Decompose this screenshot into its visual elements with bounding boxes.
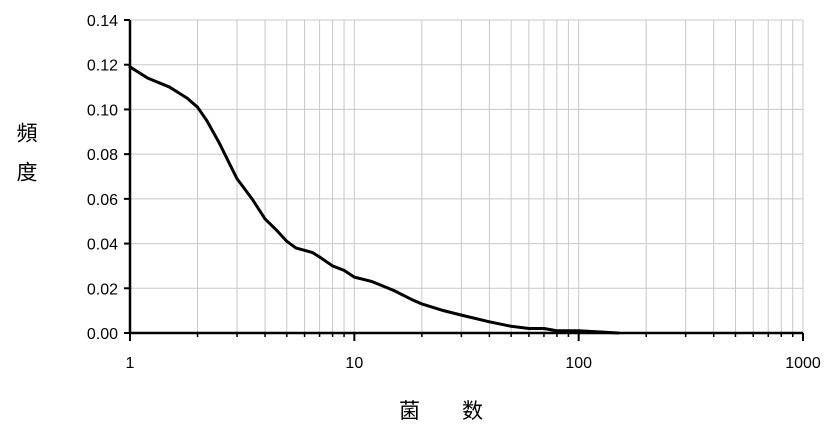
series-line — [128, 65, 620, 335]
data-point — [410, 298, 413, 301]
y-axis-title: 頻度 — [14, 122, 38, 200]
data-point — [442, 309, 446, 313]
data-point — [616, 331, 620, 335]
data-point — [294, 246, 298, 250]
data-point — [250, 197, 254, 201]
axes — [128, 20, 803, 335]
data-point — [577, 329, 581, 333]
x-axis-title: 菌 数 — [399, 399, 483, 423]
y-tick-label: 0.02 — [87, 281, 118, 298]
data-point — [146, 76, 150, 80]
series — [128, 65, 620, 335]
y-tick-label: 0.14 — [87, 13, 118, 30]
data-point — [509, 324, 513, 328]
data-point — [370, 280, 374, 283]
data-point — [196, 105, 199, 109]
data-point — [542, 327, 546, 330]
data-point — [275, 228, 278, 232]
y-tick-label: 0.00 — [87, 326, 118, 343]
data-point — [420, 302, 424, 306]
data-point — [342, 269, 346, 272]
x-tick-label: 1000 — [785, 355, 821, 372]
y-tick-label: 0.12 — [87, 58, 118, 75]
x-tick-label: 1 — [126, 355, 135, 372]
y-tick-label: 0.10 — [87, 102, 118, 119]
data-point — [185, 96, 189, 100]
data-point — [228, 163, 232, 167]
y-tick-label: 0.04 — [87, 237, 118, 254]
grid — [130, 19, 804, 333]
data-point — [310, 251, 314, 254]
data-point — [285, 239, 289, 243]
x-tick-label: 10 — [345, 355, 363, 372]
data-point — [527, 327, 531, 330]
data-point — [128, 65, 132, 69]
data-point — [392, 289, 396, 292]
data-point — [555, 329, 559, 333]
data-point — [303, 248, 306, 252]
x-ticks: 1 10 100 1000 — [126, 333, 821, 372]
data-point — [318, 255, 321, 259]
y-ticks: 0.00 0.02 0.04 0.06 0.08 0.10 0.12 0.14 — [87, 13, 130, 343]
data-point — [459, 313, 463, 317]
data-point — [235, 177, 239, 181]
y-tick-label: 0.08 — [87, 147, 118, 164]
y-tick-label: 0.06 — [87, 192, 118, 209]
data-point — [263, 217, 267, 221]
data-point — [217, 141, 221, 145]
data-point — [331, 264, 334, 268]
data-point — [205, 119, 209, 123]
data-point — [168, 85, 171, 89]
data-point — [352, 275, 356, 279]
x-tick-label: 100 — [565, 355, 592, 372]
data-point — [487, 320, 491, 324]
